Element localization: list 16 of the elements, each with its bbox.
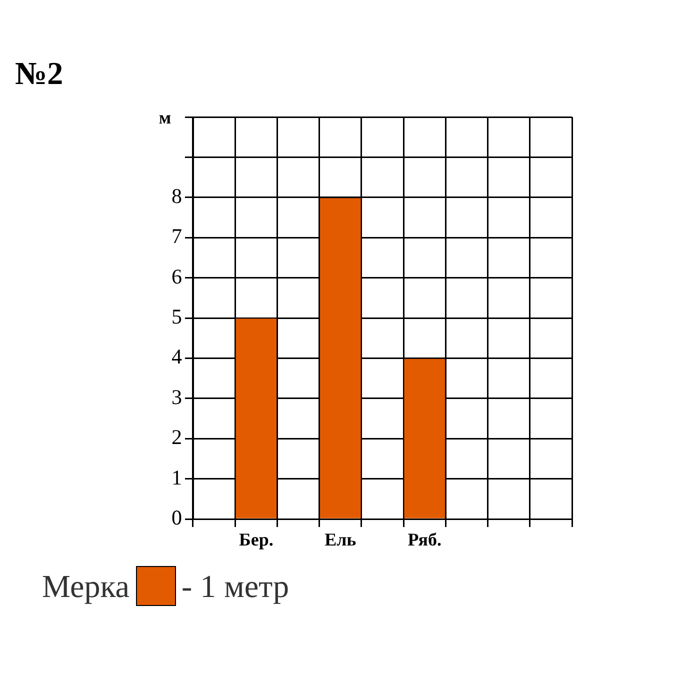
y-tick-label: 8: [172, 184, 182, 208]
chart-title: №2: [15, 55, 64, 92]
y-tick-label: 0: [172, 506, 182, 530]
y-tick-label: 7: [172, 224, 182, 248]
x-tick-label: Бер.: [238, 529, 274, 550]
y-axis-title: м: [158, 108, 172, 128]
y-tick-label: 1: [172, 465, 182, 490]
y-tick-label: 5: [172, 304, 182, 329]
y-tick-label: 2: [172, 425, 182, 450]
y-tick-label: 6: [172, 264, 182, 288]
y-tick-label: 4: [172, 344, 182, 369]
x-tick-label: Ряб.: [408, 529, 442, 550]
y-tick-label: 3: [172, 384, 182, 409]
text: - 1 метр: [182, 568, 289, 604]
x-tick-label: Ель: [324, 529, 357, 550]
text: Мерка: [42, 568, 130, 604]
